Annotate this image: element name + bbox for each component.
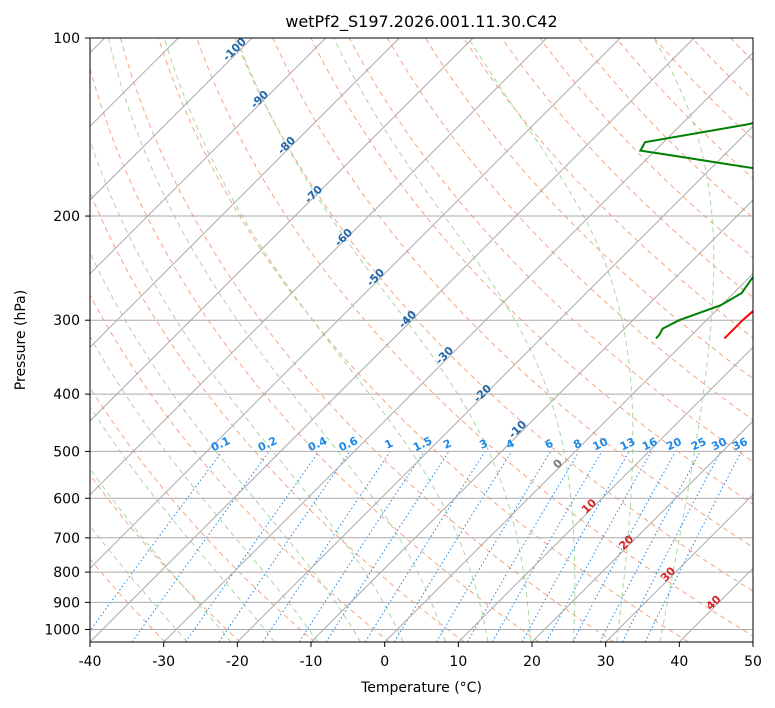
isotherm-line (236, 125, 753, 642)
moist-adiabat-line (90, 139, 404, 642)
mixing-ratio-line (185, 451, 320, 642)
plot-frame (89, 37, 754, 643)
y-tick-label: 400 (53, 387, 80, 403)
y-tick-label: 1000 (44, 622, 80, 638)
y-tick-label: 600 (53, 491, 80, 507)
isotherm-line (457, 346, 753, 642)
mixing-ratio-line (90, 451, 223, 632)
mixing-ratio-line (262, 451, 391, 642)
x-tick-label: 40 (670, 654, 688, 670)
dry-adiabat-line (90, 473, 241, 642)
dry-adiabat-line (90, 558, 166, 642)
x-tick-label: -30 (152, 654, 175, 670)
y-tick-label: 800 (53, 565, 80, 581)
moist-adiabat-line (90, 467, 232, 642)
isotherm-line (90, 38, 253, 201)
x-tick-label: 50 (744, 654, 762, 670)
mixing-ratio-label: 36 (730, 435, 750, 453)
dry-adiabat-line (90, 191, 465, 642)
series-lines (638, 122, 753, 340)
mixing-ratio-line (572, 451, 676, 642)
dry-adiabat-line (158, 38, 689, 642)
dry-adiabat-line (310, 38, 753, 505)
mixing-ratio-line (545, 451, 652, 642)
dry-adiabat-line (234, 38, 753, 592)
dry-adiabat-line (463, 38, 753, 339)
isotherm-line (384, 272, 753, 642)
x-tick-label: -10 (300, 654, 323, 670)
moist-adiabat-line (333, 38, 576, 642)
isotherm-line (90, 38, 621, 570)
background-lines (90, 38, 753, 642)
mixing-ratio-line (393, 451, 513, 642)
mixing-ratio-line (218, 451, 351, 642)
y-axis-label: Pressure (hPa) (13, 290, 29, 390)
mixing-ratio-line (325, 451, 450, 642)
moist-adiabat-line (163, 38, 489, 642)
axes: -40 -30 -20 -10 0 10 20 30 40 50 100 200 300 400 500 60… (44, 31, 762, 670)
y-tick-label: 200 (53, 209, 80, 225)
mixing-ratio-label: 10 (591, 435, 611, 453)
chart-title: wetPf2_S197.2026.001.11.30.C42 (285, 12, 557, 32)
x-tick-label: 30 (597, 654, 615, 670)
x-tick-label: 20 (523, 654, 541, 670)
y-tick-label: 500 (53, 444, 80, 460)
isotherm-line (90, 38, 695, 642)
y-tick-label: 300 (53, 313, 80, 329)
mixing-ratio-label: 20 (664, 435, 684, 453)
dewpoint-profile-line (638, 122, 753, 340)
x-axis-label: Temperature (°C) (360, 680, 482, 696)
isotherm-line (605, 493, 753, 642)
isotherm-line (90, 38, 474, 422)
y-tick-label: 700 (53, 531, 80, 547)
isotherm-line (90, 38, 400, 349)
y-tick-label: 900 (53, 595, 80, 611)
mixing-ratio-label: 13 (618, 435, 637, 453)
x-tick-label: -40 (79, 654, 102, 670)
isotherm-line (90, 38, 327, 275)
isotherm-line (310, 199, 753, 642)
moist-adiabat-line (653, 38, 715, 642)
mixing-ratio-line (298, 451, 425, 642)
mixing-ratio-label: 16 (640, 435, 660, 453)
moist-adiabat-line (107, 38, 446, 642)
moist-adiabat-line (90, 405, 275, 642)
mixing-ratio-line (644, 451, 742, 642)
x-tick-label: 0 (380, 654, 389, 670)
x-tick-label: 10 (449, 654, 467, 670)
x-tick-label: -20 (226, 654, 249, 670)
isotherm-line (531, 420, 753, 642)
dry-adiabat-line (90, 66, 540, 642)
isotherm-line (90, 38, 548, 496)
mixing-ratio-line (621, 451, 722, 642)
mixing-ratio-line (521, 451, 630, 642)
dry-adiabat-line (119, 38, 614, 642)
dry-adiabat-line (272, 38, 753, 548)
dry-adiabat-line (90, 293, 390, 642)
moist-adiabat-line (90, 335, 319, 642)
dry-adiabat-line (90, 386, 316, 642)
mixing-ratio-label: 25 (689, 435, 708, 453)
mixing-ratio-label: 30 (710, 435, 730, 453)
moist-adiabat-line (90, 524, 188, 642)
dry-adiabat-line (348, 38, 753, 463)
y-tick-label: 100 (53, 31, 80, 47)
